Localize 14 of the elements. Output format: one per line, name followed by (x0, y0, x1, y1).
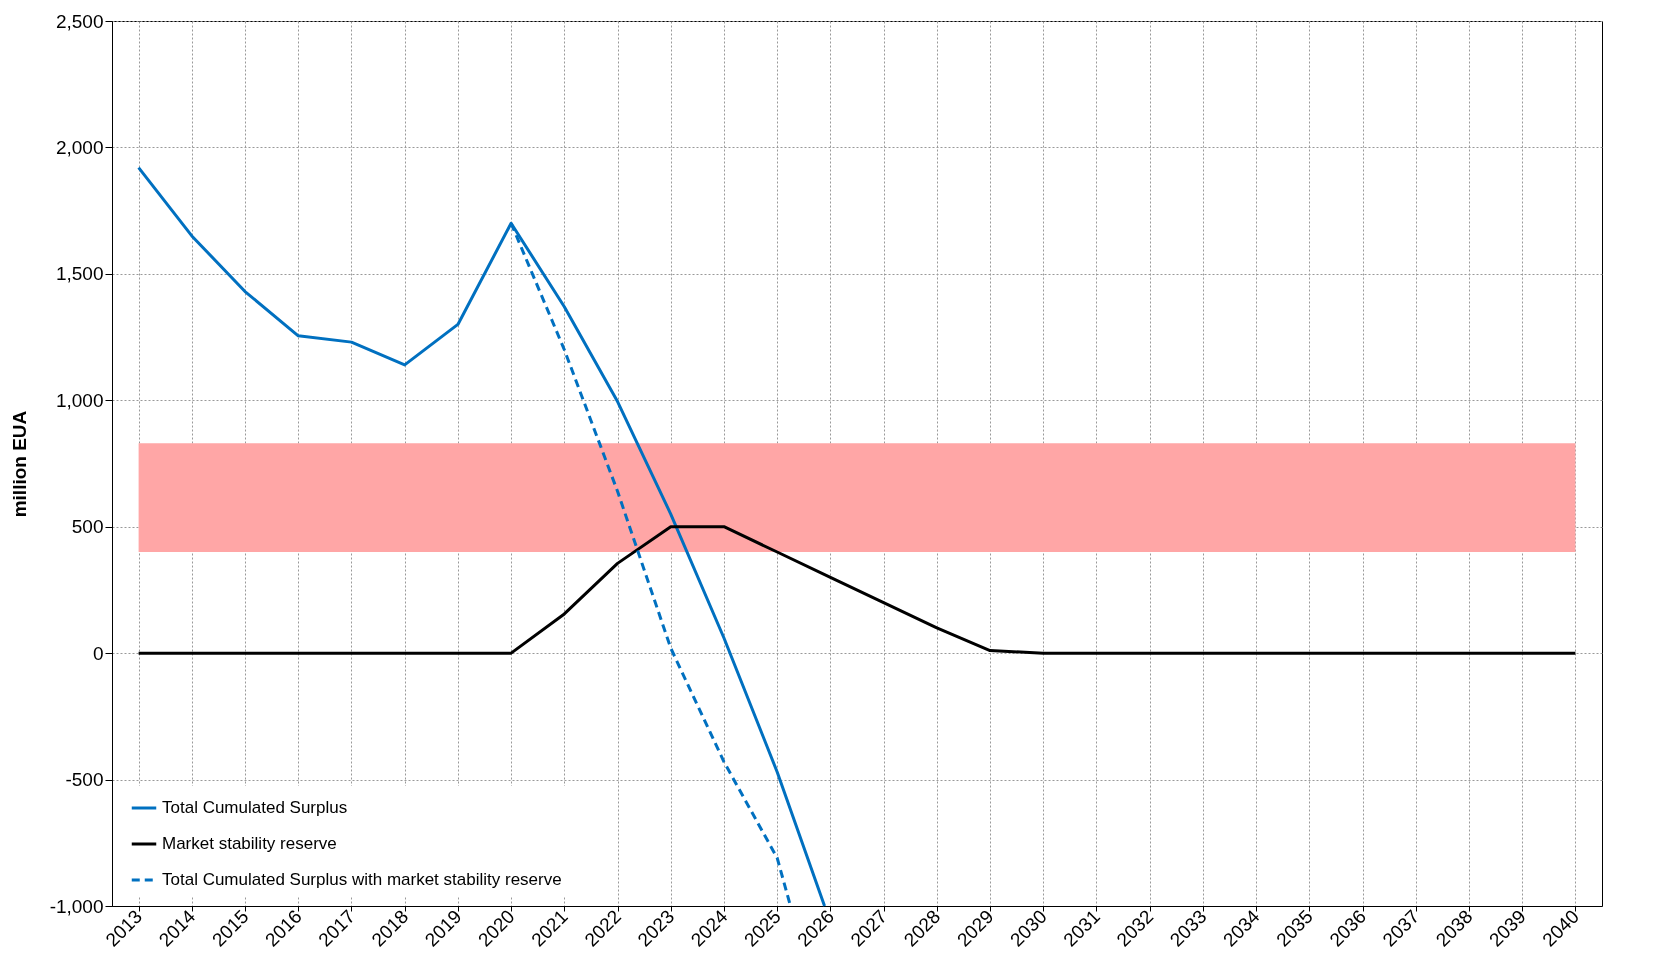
legend-label: Total Cumulated Surplus (162, 798, 348, 817)
legend-label: Total Cumulated Surplus with market stability reserve (162, 870, 562, 889)
y-tick-label: 2,500 (55, 10, 104, 32)
line-series (137, 525, 1577, 655)
y-tick-label: 500 (71, 516, 104, 538)
y-tick-label: 1,000 (55, 389, 104, 411)
y-tick-label: 2,000 (55, 136, 104, 158)
y-tick-label: -1,000 (49, 895, 104, 917)
y-axis-title: million EUA (8, 410, 30, 518)
line-series (137, 166, 827, 908)
y-tick-label: 0 (92, 642, 104, 664)
legend-label: Market stability reserve (162, 834, 337, 853)
y-tick-label: -500 (65, 769, 104, 791)
y-tick-label: 1,500 (55, 263, 104, 285)
